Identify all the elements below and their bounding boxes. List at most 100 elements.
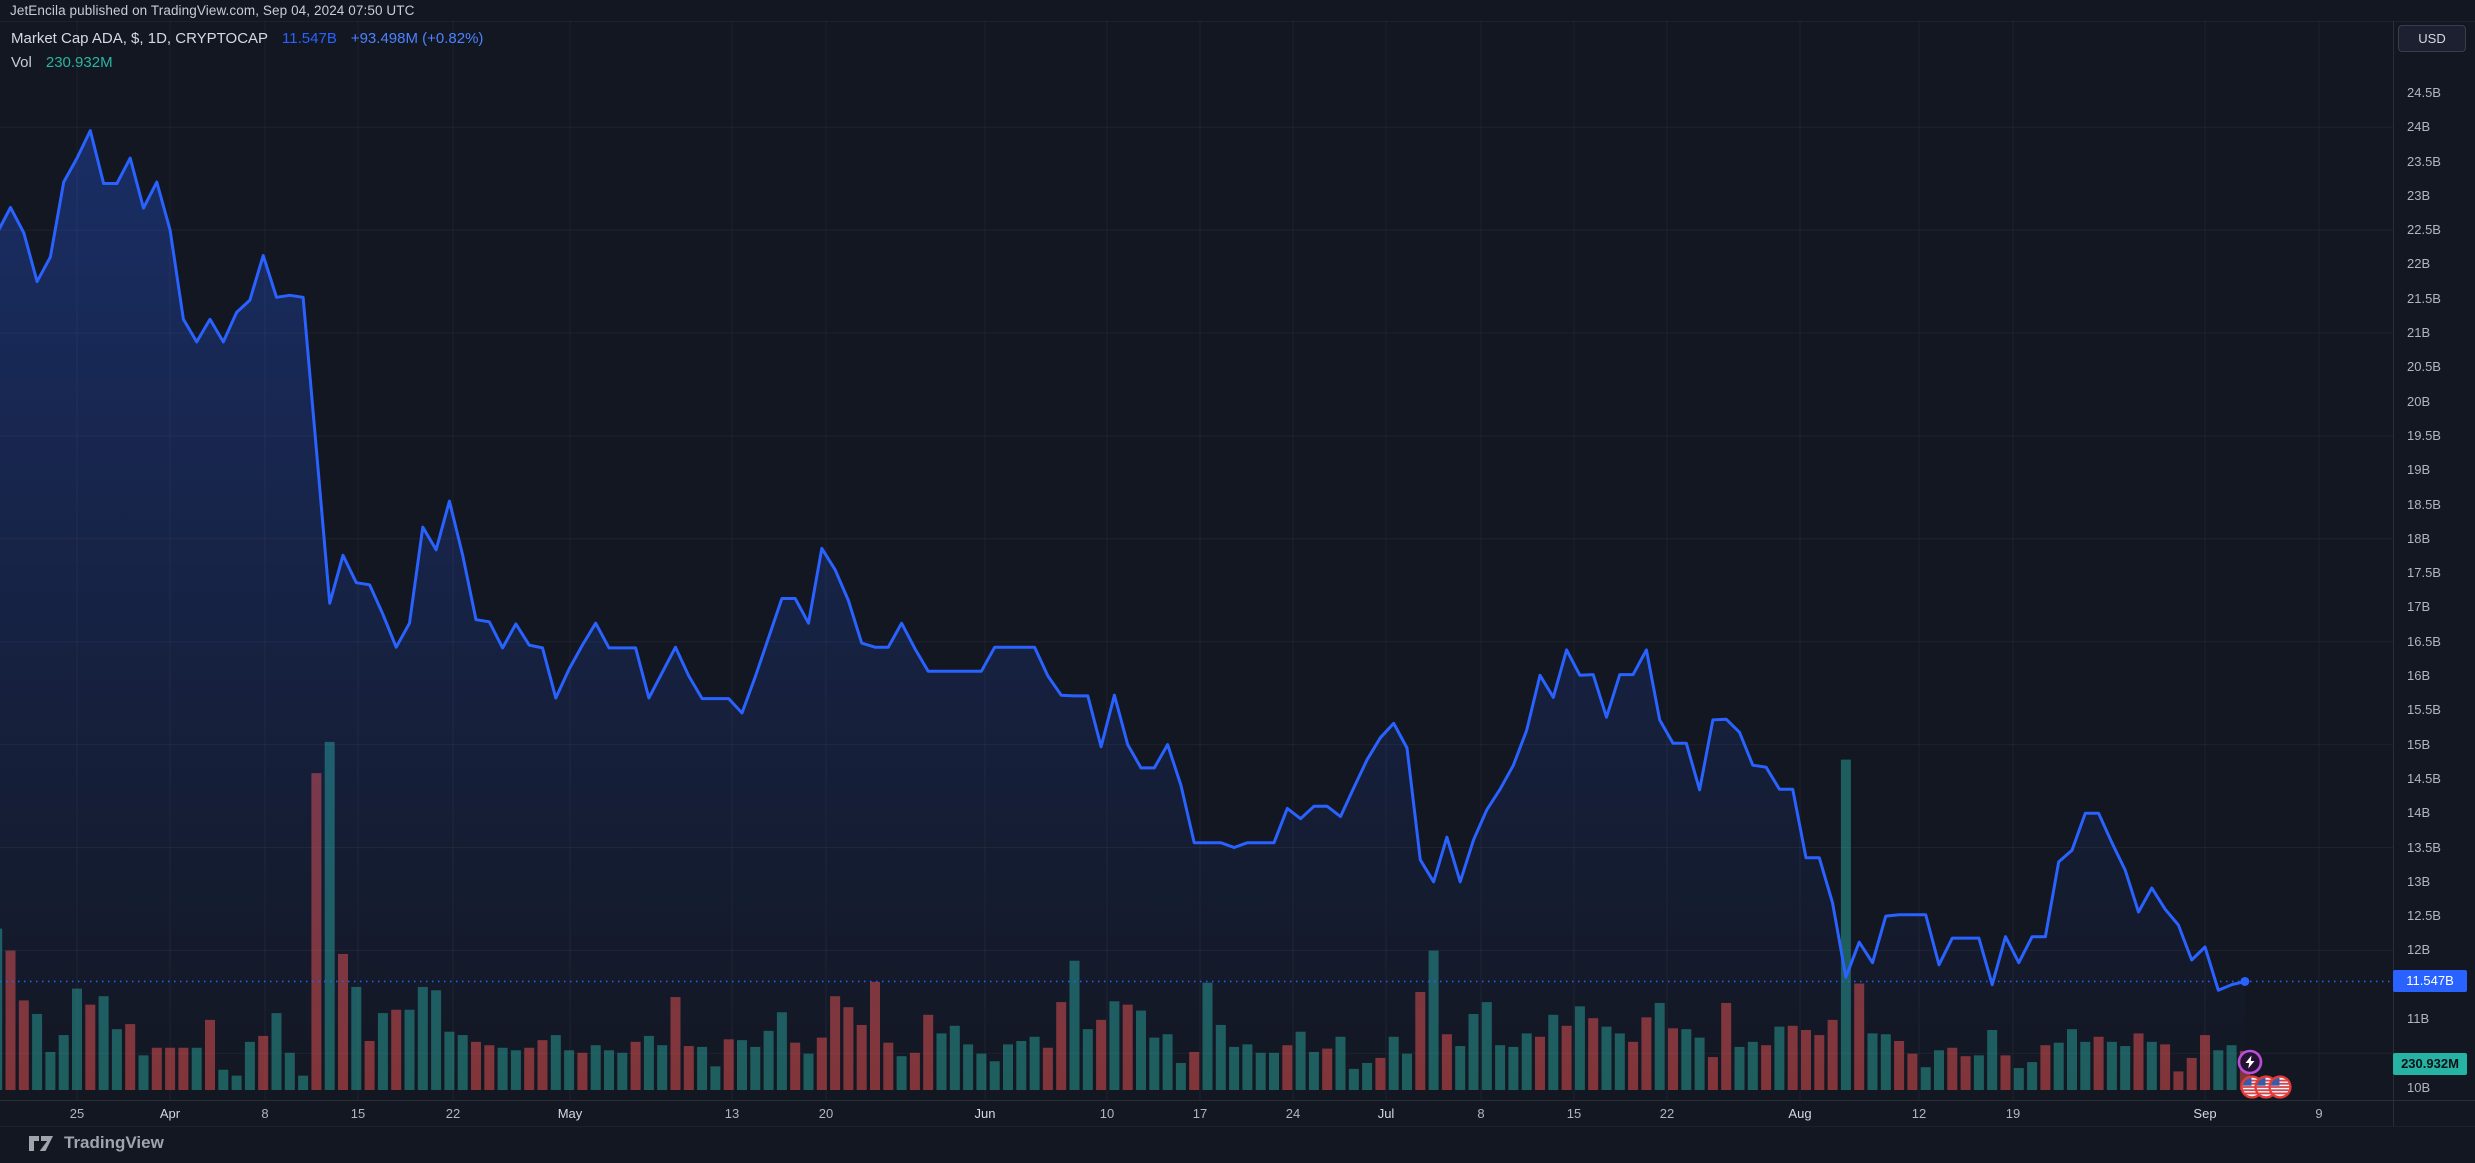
time-axis-day-label: 22 bbox=[1659, 1106, 1675, 1121]
legend-volume-row: Vol 230.932M bbox=[11, 50, 483, 74]
flag-art bbox=[2256, 1077, 2276, 1095]
price-axis-label: 16B bbox=[2407, 668, 2431, 683]
flag-canton bbox=[2256, 1077, 2266, 1086]
price-axis-label: 23B bbox=[2407, 187, 2431, 203]
volume-label: Vol bbox=[11, 53, 32, 71]
price-axis-label: 19.5B bbox=[2407, 427, 2441, 443]
price-axis-label: 19B bbox=[2407, 462, 2431, 478]
time-axis-day-label: 13 bbox=[724, 1106, 740, 1121]
tradingview-logo-icon bbox=[29, 1136, 53, 1151]
price-axis-label: 12.5B bbox=[2407, 908, 2441, 924]
price-axis-label: 15B bbox=[2407, 736, 2431, 752]
time-axis-day-label: 24 bbox=[1285, 1106, 1301, 1121]
price-axis-label: 23.5B bbox=[2407, 153, 2441, 169]
time-axis-day-label: 8 bbox=[1477, 1106, 1485, 1121]
flag-stripe bbox=[2270, 1082, 2290, 1085]
flag-stripe bbox=[2256, 1079, 2276, 1082]
flag-stripe bbox=[2242, 1092, 2262, 1095]
published-caption: JetEncila published on TradingView.com, … bbox=[10, 3, 415, 18]
chart-pane[interactable]: Market Cap ADA, $, 1D, CRYPTOCAP 11.547B… bbox=[0, 21, 2393, 1100]
flag-stripe bbox=[2270, 1086, 2290, 1088]
last-value: 11.547B bbox=[282, 29, 337, 47]
price-axis-label: 14.5B bbox=[2407, 770, 2441, 786]
flag-stripe bbox=[2256, 1092, 2276, 1095]
chart-canvas[interactable] bbox=[0, 21, 2393, 1100]
price-line bbox=[0, 129, 2247, 992]
currency-toggle-button[interactable]: USD bbox=[2398, 25, 2466, 52]
flag-canton bbox=[2270, 1077, 2280, 1086]
price-axis-label: 17B bbox=[2407, 599, 2431, 615]
time-axis-day-label: 17 bbox=[1192, 1106, 1208, 1121]
flag-stripe bbox=[2242, 1082, 2262, 1085]
time-axis-day-label: 8 bbox=[261, 1106, 269, 1121]
time-axis-day-label: 15 bbox=[350, 1106, 366, 1121]
price-axis-label: 21B bbox=[2407, 325, 2431, 340]
time-axis-day-label: 20 bbox=[818, 1106, 834, 1121]
lightning-bolt-glyph bbox=[2245, 1055, 2255, 1069]
time-axis-day-label: 9 bbox=[2315, 1106, 2323, 1121]
flag-stripe bbox=[2256, 1082, 2276, 1085]
time-axis-month-label: Jul bbox=[1377, 1106, 1395, 1121]
price-axis-label: 22B bbox=[2407, 256, 2431, 272]
price-axis-label: 14B bbox=[2407, 805, 2431, 821]
time-axis-day-label: 12 bbox=[1911, 1106, 1927, 1121]
flag-stripe bbox=[2256, 1089, 2276, 1092]
flag-art bbox=[2242, 1077, 2262, 1095]
economic-event-lightning-icon[interactable] bbox=[2237, 1049, 2263, 1075]
time-axis-month-label: Aug bbox=[1788, 1106, 1812, 1121]
price-axis-label: 13.5B bbox=[2407, 839, 2441, 855]
publish-header: JetEncila published on TradingView.com, … bbox=[0, 0, 2475, 22]
flag-stripe bbox=[2242, 1089, 2262, 1092]
price-axis-label: 15.5B bbox=[2407, 702, 2441, 718]
price-area-fill bbox=[0, 130, 2245, 1090]
price-axis-label: 16.5B bbox=[2407, 633, 2441, 649]
last-volume-axis-badge: 230.932M bbox=[2393, 1052, 2467, 1075]
price-axis-label: 21.5B bbox=[2407, 290, 2441, 306]
price-axis-label: 11B bbox=[2407, 1011, 2430, 1026]
legend-symbol-row: Market Cap ADA, $, 1D, CRYPTOCAP 11.547B… bbox=[11, 26, 483, 50]
volume-value: 230.932M bbox=[45, 53, 113, 71]
last-price-dot bbox=[2240, 976, 2250, 986]
flag-stripe bbox=[2270, 1079, 2290, 1082]
legend: Market Cap ADA, $, 1D, CRYPTOCAP 11.547B… bbox=[11, 26, 483, 74]
price-axis-label: 24B bbox=[2407, 119, 2431, 135]
time-axis-day-label: 19 bbox=[2005, 1106, 2021, 1121]
axis-corner bbox=[2393, 1100, 2475, 1127]
time-axis-day-label: 15 bbox=[1566, 1106, 1582, 1121]
price-axis-label: 18.5B bbox=[2407, 496, 2441, 512]
price-axis-label: 20.5B bbox=[2407, 359, 2441, 375]
footer-bar: TradingView bbox=[0, 1126, 2475, 1163]
time-axis-month-label: May bbox=[557, 1106, 583, 1121]
time-axis-day-label: 25 bbox=[69, 1106, 85, 1121]
price-axis-label: 20B bbox=[2407, 393, 2431, 409]
last-price-axis-badge: 11.547B bbox=[2393, 970, 2467, 993]
flag-stripe bbox=[2270, 1092, 2290, 1095]
time-axis-month-label: Sep bbox=[2193, 1106, 2217, 1121]
price-axis[interactable]: USD 24.5B 24B 23.5B 23B 22.5B 22B 21.5B 21B 20.5… bbox=[2393, 21, 2475, 1126]
price-axis-label: 10B bbox=[2407, 1079, 2431, 1095]
price-axis-label: 22.5B bbox=[2407, 222, 2441, 238]
economic-event-us-flag-icon[interactable] bbox=[2268, 1075, 2292, 1099]
time-axis-day-label: 10 bbox=[1099, 1106, 1115, 1121]
flag-stripe bbox=[2256, 1086, 2276, 1088]
price-axis-label: 13B bbox=[2407, 873, 2431, 889]
time-axis-month-label: Jun bbox=[974, 1106, 996, 1121]
flag-stripe bbox=[2270, 1089, 2290, 1092]
price-axis-label: 18B bbox=[2407, 530, 2431, 546]
time-axis-month-label: Apr bbox=[159, 1106, 181, 1121]
symbol-title[interactable]: Market Cap ADA, $, 1D, CRYPTOCAP bbox=[11, 29, 269, 47]
flag-art bbox=[2270, 1077, 2290, 1095]
brand-name: TradingView bbox=[64, 1133, 164, 1152]
time-axis-day-label: 22 bbox=[445, 1106, 461, 1121]
price-axis-label: 24.5B bbox=[2407, 84, 2441, 100]
volume-bar bbox=[1840, 759, 1851, 1090]
time-axis[interactable]: 25 Apr 8 15 22 May 13 20 Jun 10 17 24 Jul 8 15 22 Aug 12 1… bbox=[0, 1100, 2393, 1127]
price-axis-label: 12B bbox=[2407, 942, 2431, 958]
flag-canton bbox=[2242, 1077, 2252, 1086]
flag-stripe bbox=[2242, 1079, 2262, 1082]
flag-stripe bbox=[2242, 1086, 2262, 1088]
change-value: +93.498M (+0.82%) bbox=[350, 29, 484, 47]
tradingview-brand-link[interactable]: TradingView bbox=[28, 1133, 164, 1153]
price-axis-label: 17.5B bbox=[2407, 565, 2441, 581]
